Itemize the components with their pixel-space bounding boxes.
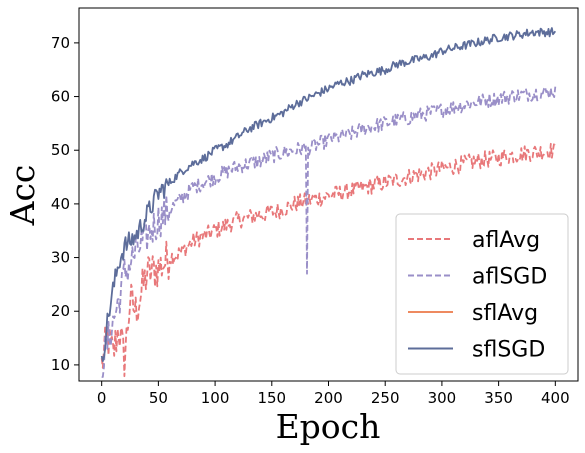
x-tick-label: 100 [201, 389, 230, 407]
series-line-aflSGD [101, 86, 557, 378]
series-line-sflSGD [100, 27, 557, 363]
y-tick-label: 10 [51, 356, 70, 374]
x-tick-label: 50 [149, 389, 168, 407]
legend-box [395, 213, 569, 375]
x-axis-title: Epoch [276, 407, 381, 446]
y-tick-label: 40 [51, 195, 70, 213]
y-tick-label: 60 [51, 88, 70, 106]
y-tick-label: 30 [51, 249, 70, 267]
x-tick-label: 300 [428, 389, 457, 407]
axes-layer: 0 50 100 150 200 250 300 350 400 10 20 30 40 50 60 70 [51, 34, 570, 407]
x-tick-label: 250 [371, 389, 400, 407]
x-tick-label: 150 [257, 389, 286, 407]
x-tick-label: 0 [97, 389, 107, 407]
x-tick-label: 200 [314, 389, 343, 407]
legend-label-aflAvg: aflAvg [472, 228, 540, 253]
series-layer [100, 27, 557, 378]
y-tick-label: 70 [51, 34, 70, 52]
legend: aflAvg aflSGD sflAvg sflSGD [395, 213, 569, 375]
y-tick-label: 50 [51, 141, 70, 159]
legend-label-aflSGD: aflSGD [472, 265, 547, 290]
y-tick-label: 20 [51, 302, 70, 320]
legend-label-sflAvg: sflAvg [472, 301, 538, 326]
y-axis-title: Acc [3, 165, 42, 227]
legend-label-sflSGD: sflSGD [472, 338, 545, 363]
x-tick-label: 400 [541, 389, 570, 407]
series-line-aflAvg [100, 141, 557, 378]
x-tick-label: 350 [484, 389, 513, 407]
